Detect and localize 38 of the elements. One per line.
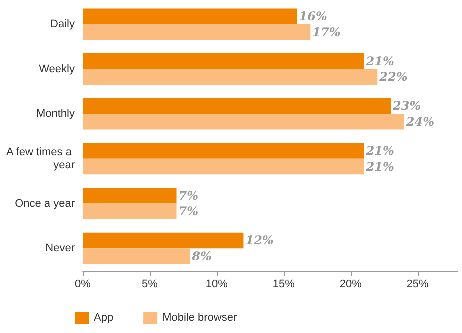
bar xyxy=(83,8,298,24)
legend-label: Mobile browser xyxy=(162,312,238,324)
bar xyxy=(83,54,364,70)
legend-label: App xyxy=(94,312,114,324)
x-tick-label: 20% xyxy=(340,278,362,290)
bar xyxy=(83,98,392,114)
y-tick-label: Once a year xyxy=(15,198,76,210)
bar xyxy=(83,114,404,130)
data-label: 24% xyxy=(405,114,435,129)
x-tick-label: 10% xyxy=(206,278,228,290)
data-label: 21% xyxy=(365,160,394,174)
data-label: 23% xyxy=(392,99,422,114)
bar xyxy=(83,232,244,249)
bar xyxy=(83,69,378,85)
data-label: 17% xyxy=(312,25,341,40)
bar xyxy=(83,204,177,220)
data-label: 22% xyxy=(378,70,408,84)
data-label: 21% xyxy=(365,54,394,68)
data-label: 7% xyxy=(178,204,199,219)
data-label: 16% xyxy=(299,10,328,24)
data-label: 8% xyxy=(191,249,212,264)
y-tick-label: Monthly xyxy=(36,108,76,120)
y-tick-label: Never xyxy=(46,242,76,255)
x-tick-label: 0% xyxy=(75,278,92,290)
x-tick-label: 25% xyxy=(406,278,430,290)
y-tick-label: A few times a year xyxy=(6,146,76,172)
bar xyxy=(83,158,364,175)
bar xyxy=(83,248,190,264)
data-label: 21% xyxy=(365,144,394,158)
data-label: 7% xyxy=(178,188,199,203)
x-tick-label: 5% xyxy=(142,278,158,290)
y-tick-label: Weekly xyxy=(39,63,76,76)
y-tick-label: Daily xyxy=(50,18,76,30)
data-label: 12% xyxy=(246,234,274,248)
bar xyxy=(83,188,177,204)
bar xyxy=(83,24,311,40)
bar xyxy=(83,143,364,159)
x-tick-label: 15% xyxy=(272,278,296,290)
